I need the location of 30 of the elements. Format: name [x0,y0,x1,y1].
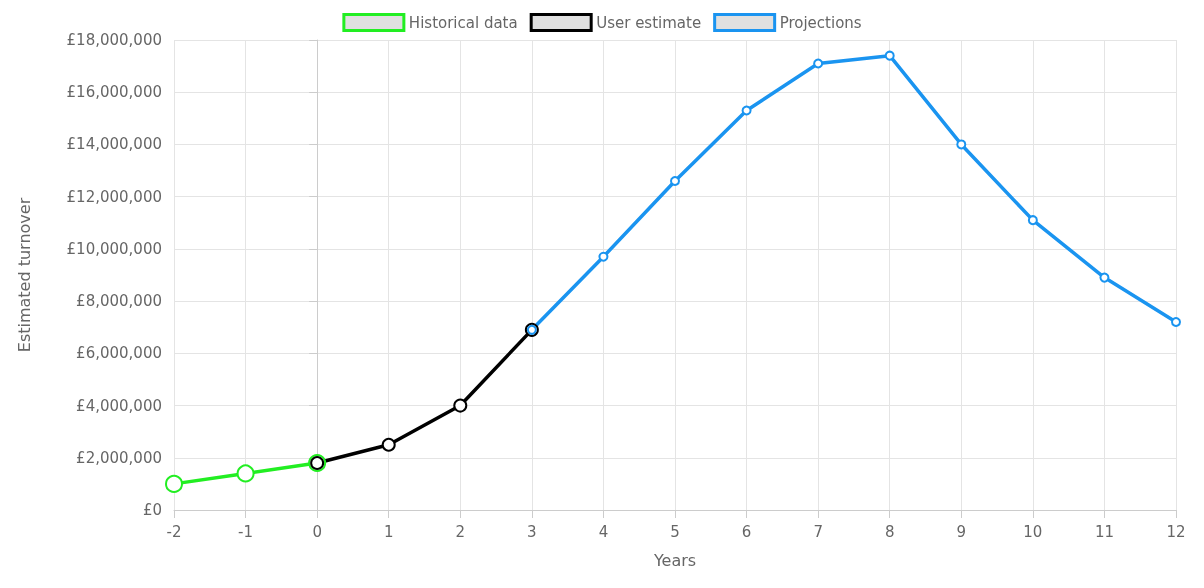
y-tick-label: £8,000,000 [76,292,162,311]
x-tick-label: -2 [166,522,182,541]
x-tick-label: 10 [1023,522,1043,541]
x-tick-label: 3 [527,522,537,541]
x-tick-label: 6 [741,522,752,541]
y-tick-label: £14,000,000 [66,135,162,154]
x-tick-label: 0 [312,522,322,541]
x-tick-label: 11 [1094,522,1114,541]
y-tick-label: £0 [142,501,162,519]
x-tick-label: 8 [884,522,895,541]
x-tick-label: 4 [598,522,609,541]
y-tick-label: £2,000,000 [76,448,162,467]
x-tick-label: -1 [238,522,254,541]
x-tick-label: 9 [956,522,967,541]
y-tick-label: £4,000,000 [76,396,162,415]
y-tick-label: £12,000,000 [66,187,162,206]
x-tick-label: 1 [383,522,394,541]
legend-label: User estimate [596,13,702,32]
x-tick-label: 5 [670,522,680,541]
x-tick-label: 2 [455,522,466,541]
legend-label: Projections [779,13,862,32]
y-tick-label: £10,000,000 [66,239,162,258]
y-axis-title: Estimated turnover [14,197,34,353]
y-tick-label: £18,000,000 [66,31,162,49]
x-tick-label: 7 [813,522,823,541]
y-tick-label: £16,000,000 [66,83,162,102]
x-tick-label: 12 [1166,522,1186,541]
y-tick-label: £6,000,000 [76,344,162,363]
legend-label: Historical data [408,13,518,32]
x-axis-title: Years [652,550,697,570]
